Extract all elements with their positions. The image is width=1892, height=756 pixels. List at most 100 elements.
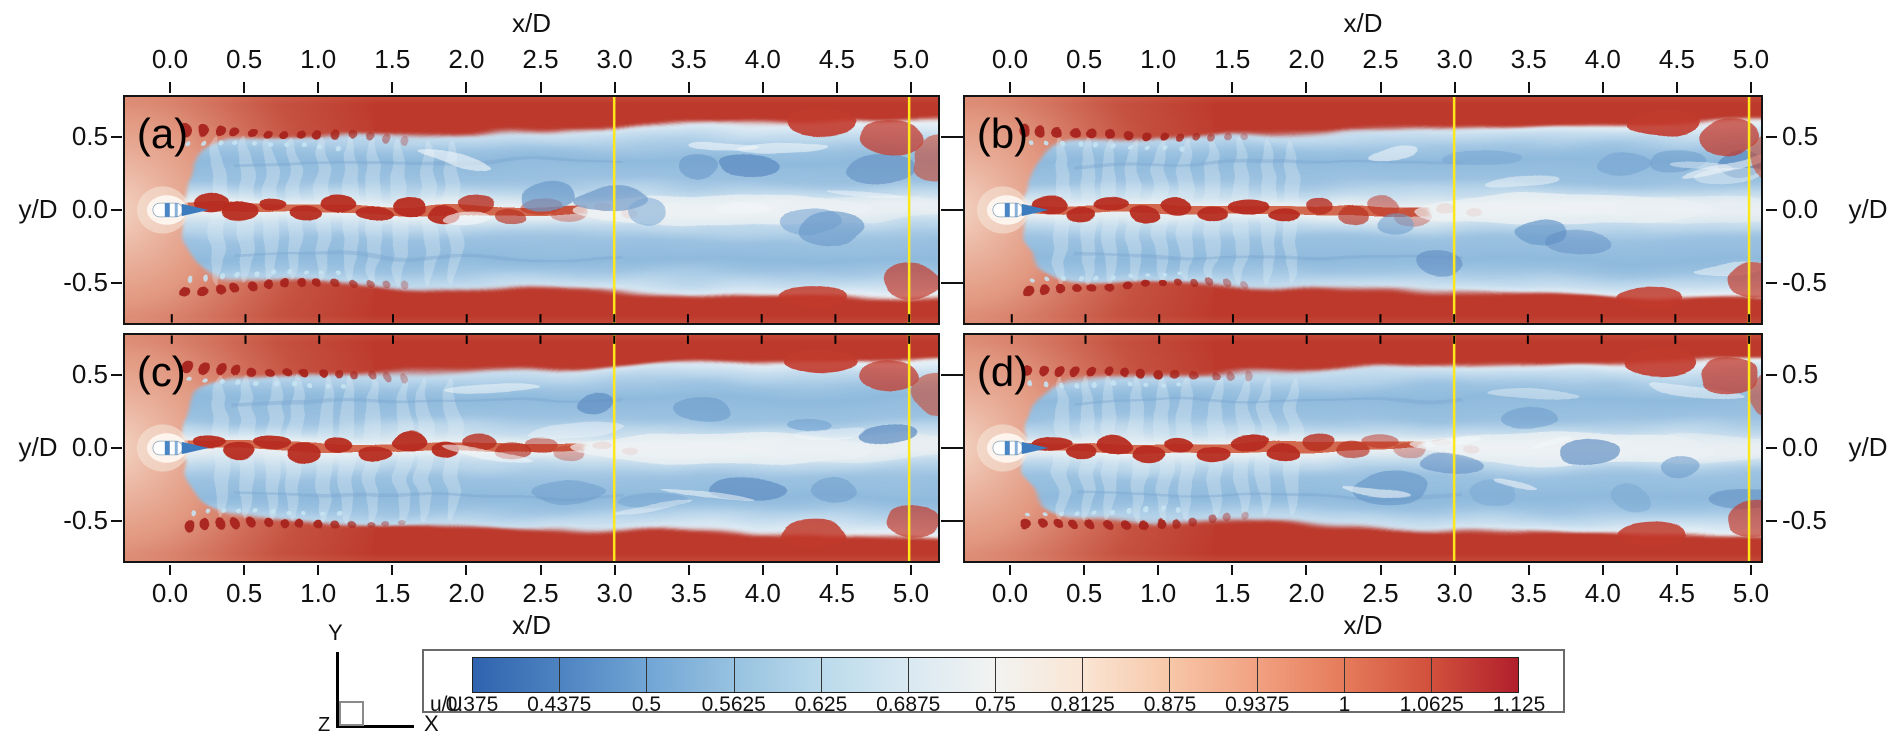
colorbar-segment <box>647 658 735 692</box>
x-axis-tick <box>1750 82 1752 93</box>
colorbar-segment <box>821 658 909 692</box>
colorbar-segment <box>996 658 1084 692</box>
x-axis-tick-label: 1.0 <box>1140 578 1177 608</box>
triad-y-label: Y <box>328 620 343 645</box>
x-axis-tick-label: 3.0 <box>596 44 633 74</box>
x-axis-tick-label: 3.5 <box>1510 44 1547 74</box>
colorbar-tick-label: 0.375 <box>445 693 499 716</box>
x-axis-tick-label: 2.5 <box>522 578 559 608</box>
colorbar-tick-label: 1.0625 <box>1399 693 1464 716</box>
y-axis-tick-label: -0.5 <box>1782 505 1827 535</box>
colorbar-tick-label: 0.5 <box>631 693 662 716</box>
x-axis-tick <box>1453 565 1456 575</box>
colorbar-segment <box>908 658 997 692</box>
x-axis-tick-label: 3.5 <box>670 44 707 74</box>
x-axis-tick-label: 5.0 <box>892 578 930 608</box>
x-axis-tick <box>243 565 246 575</box>
x-axis-tick-label: 5.0 <box>1732 578 1770 608</box>
y-axis-tick <box>941 447 963 449</box>
x-axis-tick-label: 0.0 <box>151 44 189 74</box>
y-axis-tick-label: 0.5 <box>71 121 108 151</box>
colorbar-segment <box>1344 658 1432 692</box>
x-axis-tick <box>761 565 764 575</box>
x-axis-tick <box>1750 565 1752 575</box>
x-axis-tick <box>910 82 912 93</box>
x-axis-tick <box>169 82 171 93</box>
svg-text:(b): (b) <box>977 110 1028 157</box>
contour-panel-b: (b) <box>963 95 1763 325</box>
y-axis-tick-label: 0.5 <box>71 359 108 389</box>
y-axis-tick <box>111 447 122 449</box>
x-axis-tick <box>391 565 394 575</box>
x-axis-tick-label: 2.0 <box>1288 44 1325 74</box>
svg-text:(c): (c) <box>137 348 186 395</box>
x-axis-tick-label: 1.5 <box>1214 44 1251 74</box>
x-axis-tick <box>465 565 468 575</box>
x-axis-tick-label: 4.0 <box>744 44 781 74</box>
y-axis-tick <box>1766 447 1777 449</box>
x-axis-tick <box>1527 565 1530 575</box>
y-axis-tick <box>1766 282 1777 284</box>
y-axis-tick-label: 0.0 <box>71 432 108 462</box>
triad-corner-square <box>339 701 364 726</box>
turbine-hub-glyph <box>976 424 1049 472</box>
turbine-hub-glyph <box>136 186 209 234</box>
x-axis-tick <box>1083 82 1086 93</box>
colorbar-tick-label: 0.5625 <box>701 693 766 716</box>
contour-panel-c: (c) <box>123 333 940 563</box>
colorbar-tick-label: 0.4375 <box>527 693 592 716</box>
x-axis-tick <box>835 82 838 93</box>
y-axis-tick <box>111 209 122 211</box>
x-axis-tick <box>1379 565 1382 575</box>
x-axis-tick <box>1157 82 1160 93</box>
x-axis-tick-label: 4.0 <box>744 578 781 608</box>
x-axis-tick <box>1601 565 1604 575</box>
colorbar-segment <box>1431 658 1519 692</box>
y-axis-title: y/D <box>1848 194 1888 224</box>
x-axis-tick <box>687 565 690 575</box>
y-axis-tick-label: 0.0 <box>1782 194 1819 224</box>
x-axis-tick <box>317 565 320 575</box>
y-axis-tick <box>111 136 122 138</box>
colorbar-segment <box>473 658 561 692</box>
x-axis-tick-label: 0.5 <box>1066 44 1103 74</box>
y-axis-tick-label: 0.5 <box>1782 121 1819 151</box>
colorbar-segment <box>560 658 648 692</box>
colorbar-strip <box>472 657 1519 693</box>
x-axis-tick <box>687 82 690 93</box>
colorbar-segment <box>1170 658 1258 692</box>
x-axis-tick <box>243 82 246 93</box>
y-axis-tick <box>111 374 122 376</box>
x-axis-tick-label: 2.5 <box>522 44 559 74</box>
x-axis-tick <box>317 82 320 93</box>
x-axis-tick-label: 0.0 <box>991 578 1029 608</box>
x-axis-title: x/D <box>1343 610 1383 640</box>
x-axis-tick-label: 1.5 <box>1214 578 1251 608</box>
x-axis-tick-label: 3.0 <box>1436 44 1473 74</box>
y-axis-tick <box>941 136 963 138</box>
x-axis-tick <box>613 565 616 575</box>
x-axis-tick-label: 3.5 <box>1510 578 1547 608</box>
y-axis-tick <box>1766 136 1777 138</box>
colorbar-tick-label: 0.875 <box>1143 693 1197 716</box>
x-axis-tick <box>539 565 542 575</box>
y-axis-tick-label: -0.5 <box>63 505 108 535</box>
x-axis-title: x/D <box>512 610 551 640</box>
x-axis-tick <box>1675 82 1678 93</box>
x-axis-tick <box>1231 82 1234 93</box>
svg-text:(d): (d) <box>977 348 1028 395</box>
y-axis-title: y/D <box>18 432 58 462</box>
triad-y-axis-line <box>336 652 339 728</box>
x-axis-tick <box>1009 565 1011 575</box>
x-axis-tick-label: 1.0 <box>300 578 337 608</box>
x-axis-tick-label: 2.0 <box>1288 578 1325 608</box>
y-axis-tick <box>941 282 963 284</box>
triad-z-label: Z <box>318 714 331 736</box>
x-axis-tick-label: 1.5 <box>374 44 411 74</box>
x-axis-tick-label: 3.5 <box>670 578 707 608</box>
x-axis-tick <box>539 82 542 93</box>
x-axis-tick <box>1379 82 1382 93</box>
colorbar-segment <box>734 658 822 692</box>
x-axis-tick-label: 3.0 <box>596 578 633 608</box>
x-axis-tick-label: 4.5 <box>818 44 855 74</box>
